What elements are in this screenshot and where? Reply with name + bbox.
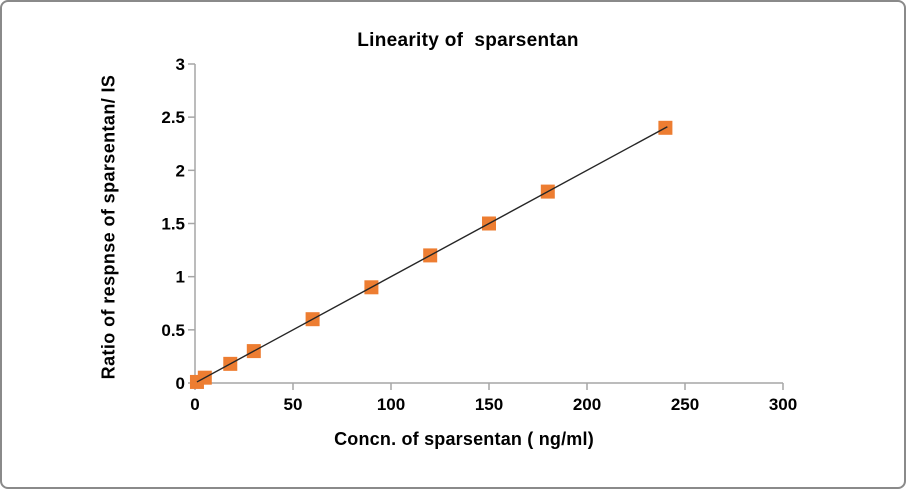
chart-title: Linearity of sparsentan	[357, 30, 579, 51]
y-tick-label: 0.5	[161, 321, 185, 340]
y-tick-label: 1	[176, 268, 185, 287]
trend-line	[196, 126, 668, 383]
x-tick-label: 300	[769, 395, 797, 414]
x-tick-label: 250	[671, 395, 699, 414]
x-tick-label: 100	[377, 395, 405, 414]
x-tick-label: 50	[284, 395, 303, 414]
x-axis-title: Concn. of sparsentan ( ng/ml)	[334, 429, 594, 449]
x-tick-label: 200	[573, 395, 601, 414]
x-tick-label: 150	[475, 395, 503, 414]
y-tick-label: 1.5	[161, 215, 185, 234]
x-tick-label: 0	[190, 395, 199, 414]
y-tick-label: 2	[176, 161, 185, 180]
y-tick-label: 2.5	[161, 108, 185, 127]
y-tick-label: 0	[176, 374, 185, 393]
y-tick-label: 3	[176, 55, 185, 74]
